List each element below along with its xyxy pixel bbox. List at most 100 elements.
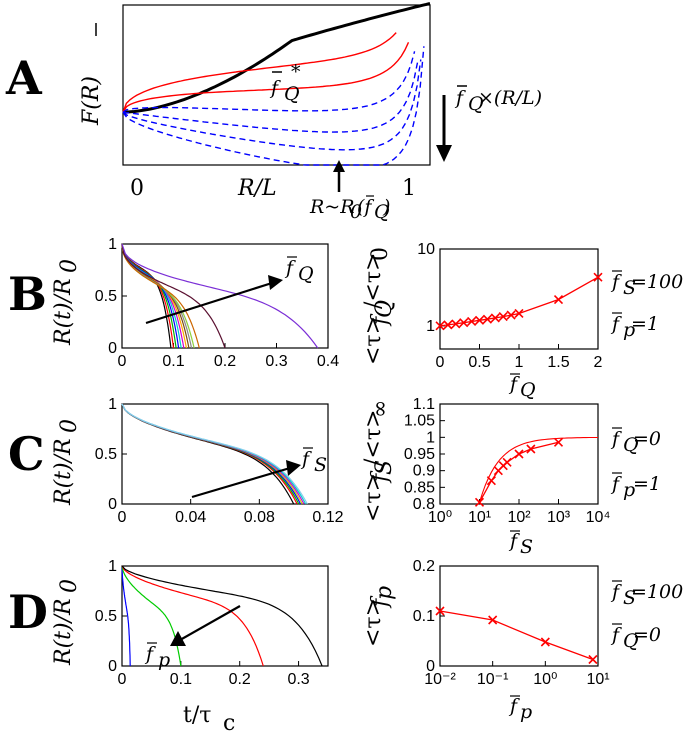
B_left-xtick-label: 0 xyxy=(118,353,127,370)
D_right-xtick-label: 10⁰ xyxy=(533,671,557,688)
panel-b-right-chart: 0 0.5 1 1.5 2 1 10 xyxy=(417,241,603,371)
B_right-point xyxy=(459,318,469,328)
C_left-ytick-label: 1 xyxy=(108,396,117,413)
panel-a-x0: 0 xyxy=(130,176,144,201)
svg-text:0: 0 xyxy=(57,579,82,593)
panel-a-curve-0 xyxy=(122,1,431,114)
C_left-series-5 xyxy=(121,403,305,505)
D_right-point xyxy=(435,606,445,616)
D_right-ytick-label: 0.2 xyxy=(413,558,435,575)
svg-text:/<τ>: /<τ> xyxy=(361,410,386,466)
C_left-series-7 xyxy=(121,403,308,505)
B_left-ytick-label: 1 xyxy=(108,236,117,253)
D_right-xtick-label: 10⁻¹ xyxy=(477,671,509,688)
panel-a-down-arrow-head xyxy=(436,145,452,162)
C_right-point xyxy=(502,457,512,467)
svg-text:<τ>: <τ> xyxy=(361,473,386,522)
C_right-fit-curve xyxy=(478,436,598,503)
C_left-ytick-label: 0.5 xyxy=(95,446,117,463)
panel-a-arrow-label-rest: ×(R/L) xyxy=(478,87,542,109)
svg-text:0: 0 xyxy=(368,247,393,261)
panel-a-curve-5 xyxy=(122,59,422,151)
B_right-xtick-label: 2 xyxy=(594,354,603,371)
B_right-ytick-label: 1 xyxy=(426,318,435,335)
panel-a-arrow-label-f: f xyxy=(454,87,466,109)
svg-text:=100: =100 xyxy=(631,271,683,293)
panel-a-min-label-b: (f xyxy=(357,196,374,218)
panel-a-min-label-sub2: Q xyxy=(374,201,390,223)
B_right-point xyxy=(553,294,564,305)
D_left-ytick-label: 1 xyxy=(108,558,117,575)
B_right-point xyxy=(474,315,485,325)
b-left-ylabel: R(t)/R 0 xyxy=(51,259,82,346)
panel-a-xlabel: R/L xyxy=(237,176,277,201)
C_right-xtick-label: 10¹ xyxy=(468,509,491,526)
D_left-xtick-label: 0.2 xyxy=(229,671,251,688)
D_left-xtick-label: 0 xyxy=(118,671,127,688)
B_right-point xyxy=(451,319,461,329)
C_left-series-2 xyxy=(121,403,300,505)
C_left-series-6 xyxy=(121,403,307,505)
c-left-ylabel: R(t)/R 0 xyxy=(51,419,82,506)
panel-a-curve-label-sup: * xyxy=(291,61,301,83)
panel-a-curve-2 xyxy=(122,42,410,113)
bottom-xlabel-sub: c xyxy=(223,711,235,736)
svg-text:p: p xyxy=(623,319,635,341)
C_right-ytick-label: 0.95 xyxy=(404,446,435,463)
B_left-xtick-label: 0.2 xyxy=(214,353,236,370)
C_right-point xyxy=(514,449,524,459)
C_left-xtick-label: 0.08 xyxy=(244,509,275,526)
D_right-ytick-label: 0.1 xyxy=(413,608,435,625)
svg-text:Q: Q xyxy=(372,300,397,318)
C_left-xtick-label: 0 xyxy=(118,509,127,526)
C_left-series-0 xyxy=(121,403,295,505)
D_left-xtick-label: 0.1 xyxy=(170,671,192,688)
panel-a-arrow-label-sub: Q xyxy=(468,93,484,115)
svg-text:Q: Q xyxy=(298,263,314,285)
panel-a-frame xyxy=(122,4,431,166)
B_right-xtick-label: 0.5 xyxy=(468,354,490,371)
c-param-fq: f Q =0 xyxy=(610,427,661,456)
svg-text:=0: =0 xyxy=(633,428,661,450)
B_right-point xyxy=(514,308,524,319)
svg-text:f: f xyxy=(300,448,312,470)
B_left-series-11 xyxy=(121,243,226,349)
C_right-point xyxy=(553,437,564,447)
B_left-xtick-label: 0.4 xyxy=(317,353,339,370)
C_right-ytick-label: 1.1 xyxy=(413,396,435,413)
svg-text:=1: =1 xyxy=(633,473,661,495)
B_right-xtick-label: 1 xyxy=(515,354,524,371)
svg-text:p: p xyxy=(520,701,532,723)
B_right-point xyxy=(443,320,453,330)
b-arrow: f Q xyxy=(145,256,314,325)
D_left-ytick-label: 0.5 xyxy=(95,608,117,625)
svg-text:0: 0 xyxy=(57,419,82,433)
svg-text:f: f xyxy=(610,473,622,495)
D_left-series-3 xyxy=(121,565,323,667)
svg-text:F(R): F(R) xyxy=(79,76,104,126)
B_right-point xyxy=(482,314,492,324)
svg-text:p: p xyxy=(158,649,170,671)
panel-d-right-chart: 10⁻² 10⁻¹ 10⁰ 10¹ 0 0.1 0.2 xyxy=(413,558,610,688)
b-param-fp: f p =1 xyxy=(610,312,659,341)
B_left-xtick-label: 0.3 xyxy=(265,353,287,370)
C_left-xtick-label: 0.04 xyxy=(175,509,206,526)
d-right-xlabel: f p xyxy=(508,695,532,723)
svg-text:S: S xyxy=(520,536,533,558)
svg-text:=0: =0 xyxy=(633,624,661,646)
panel-a-curve-label-sub: Q xyxy=(284,83,300,105)
D_right-series-line xyxy=(439,610,594,661)
B_right-ytick-label: 10 xyxy=(417,241,435,258)
D_right-point xyxy=(588,654,598,665)
D_left-series-0 xyxy=(121,565,131,667)
svg-text:<τ>: <τ> xyxy=(361,598,386,647)
panel-label-c: C xyxy=(8,427,45,481)
C_left-series-1 xyxy=(121,403,298,505)
C_right-xtick-label: 10³ xyxy=(547,509,571,526)
B_left-ytick-label: 0.5 xyxy=(95,288,117,305)
bottom-xlabel: t/τ xyxy=(183,703,211,728)
C_right-ytick-label: 0.85 xyxy=(404,479,435,496)
panel-label-d: D xyxy=(8,585,48,639)
D_right-xtick-label: 10¹ xyxy=(586,671,609,688)
